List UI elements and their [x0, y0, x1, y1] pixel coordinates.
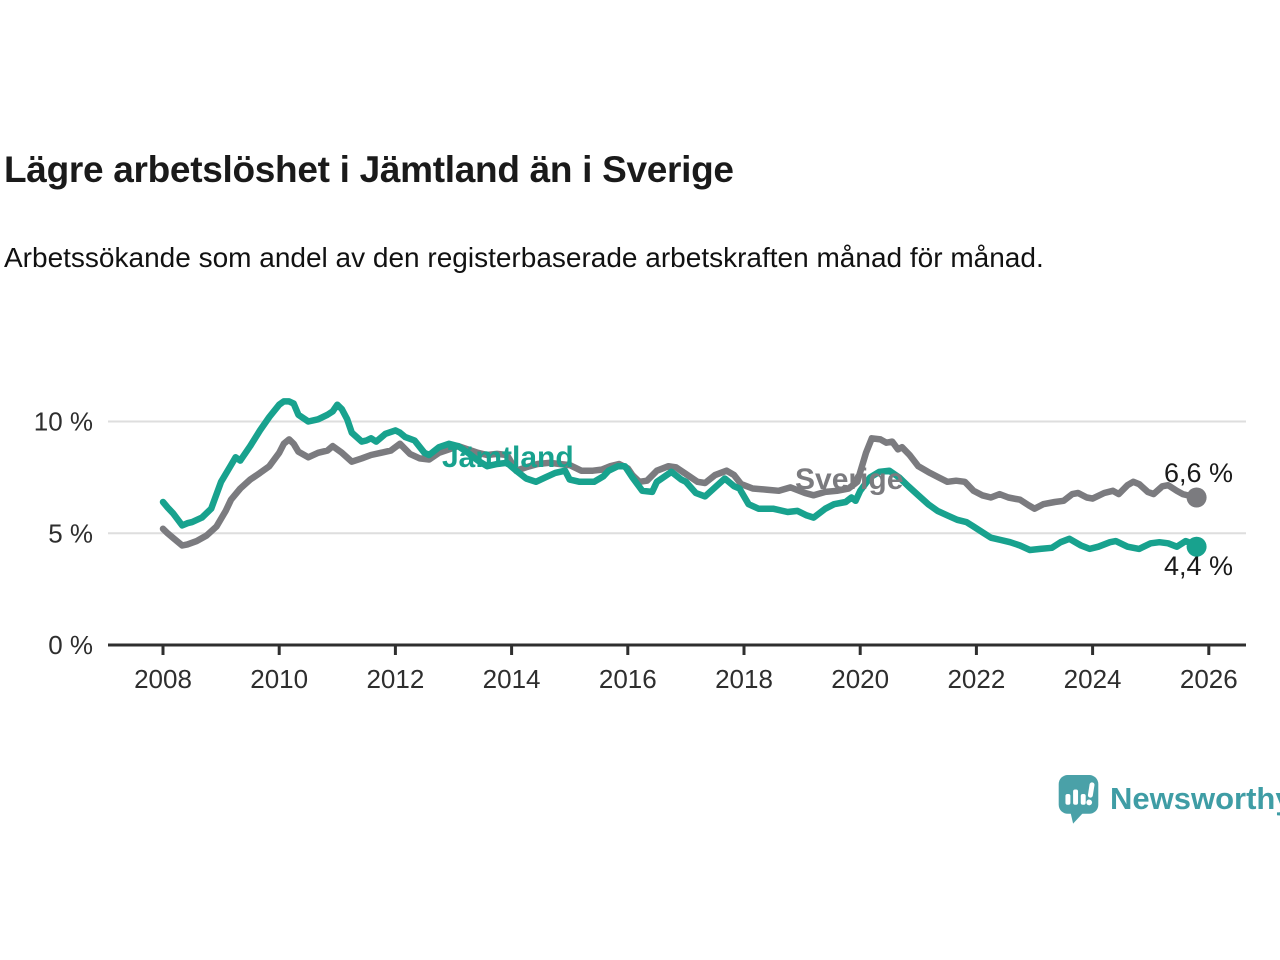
y-axis-labels: 0 % 5 % 10 %	[34, 407, 93, 661]
x-tick-label: 2010	[250, 664, 308, 694]
end-value-label-jamtland: 4,4 %	[1164, 551, 1233, 581]
newsworthy-brand: Newsworthy	[1056, 772, 1280, 824]
gridlines	[108, 420, 1246, 535]
series-line-sverige	[159, 435, 1200, 549]
y-tick-label: 10 %	[34, 407, 93, 437]
chart-subtitle: Arbetssökande som andel av den registerb…	[4, 242, 1044, 273]
end-dot-jämtland	[1186, 536, 1207, 557]
end-value-label-sverige: 6,6 %	[1164, 458, 1233, 488]
x-tick-label: 2020	[831, 664, 889, 694]
end-dot-sverige	[1186, 487, 1207, 508]
x-tick-label: 2012	[366, 664, 424, 694]
x-tick-label: 2016	[599, 664, 657, 694]
series-line-jämtland	[159, 398, 1200, 554]
x-axis-ticks: 2008 2010 2012 2014 2016 2018 2020 2022 2024 2026	[134, 645, 1238, 694]
y-tick-label: 0 %	[48, 630, 93, 660]
x-tick-label: 2026	[1180, 664, 1238, 694]
x-tick-label: 2014	[483, 664, 541, 694]
series-lines	[159, 398, 1207, 557]
series-label-sverige: Sverige	[795, 463, 903, 496]
series-label-jamtland: Jämtland	[442, 441, 574, 474]
x-tick-label: 2024	[1064, 664, 1122, 694]
x-tick-label: 2008	[134, 664, 192, 694]
newsworthy-wordmark: Newsworthy	[1110, 780, 1280, 816]
x-tick-label: 2022	[947, 664, 1005, 694]
y-tick-label: 5 %	[48, 518, 93, 548]
x-tick-label: 2018	[715, 664, 773, 694]
newsworthy-speech-bubble-bar-chart-icon	[1058, 775, 1099, 824]
page-title: Lägre arbetslöshet i Jämtland än i Sveri…	[4, 149, 734, 190]
line-chart: 2008 2010 2012 2014 2016 2018 2020 2022 2024 2026…	[34, 398, 1246, 694]
